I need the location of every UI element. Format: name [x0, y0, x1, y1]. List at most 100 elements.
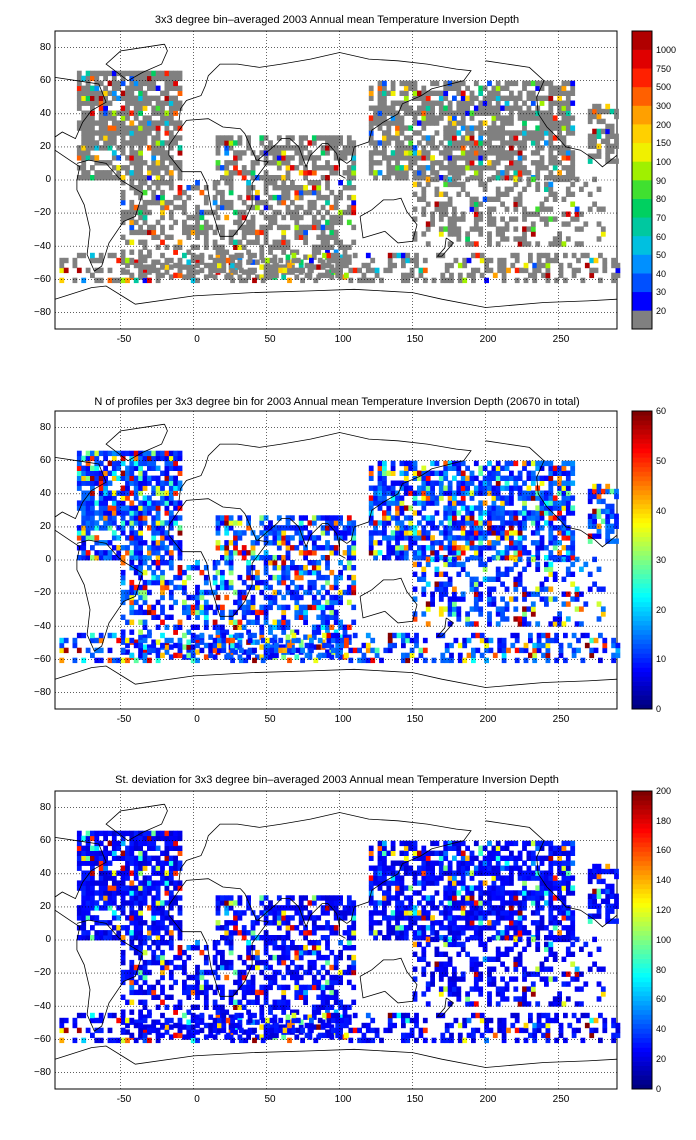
- data-cell: [285, 535, 291, 541]
- data-cell: [504, 170, 510, 176]
- data-cell: [111, 95, 117, 101]
- data-cell: [85, 120, 91, 126]
- data-cell: [471, 267, 476, 274]
- data-cell: [138, 455, 143, 462]
- data-cell: [561, 145, 567, 151]
- data-cell: [438, 470, 444, 476]
- data-cell: [523, 267, 529, 274]
- data-cell: [177, 455, 183, 462]
- data-cell: [478, 176, 484, 183]
- data-cell: [605, 528, 611, 534]
- data-cell: [276, 199, 282, 206]
- data-cell: [399, 100, 405, 106]
- data-cell: [107, 515, 113, 521]
- data-cell: [501, 262, 507, 269]
- data-cell: [129, 475, 135, 481]
- data-cell: [452, 226, 457, 232]
- data-cell: [395, 510, 400, 516]
- data-cell: [220, 515, 225, 521]
- data-cell: [548, 135, 554, 141]
- panel-2-colorbar-frame: [631, 410, 653, 710]
- data-cell: [307, 569, 313, 576]
- data-cell: [320, 244, 326, 250]
- data-cell: [241, 209, 247, 216]
- data-cell: [539, 160, 545, 166]
- data-cell: [311, 545, 317, 551]
- data-cell: [215, 540, 221, 546]
- data-cell: [263, 234, 269, 240]
- data-cell: [129, 652, 135, 659]
- data-cell: [303, 135, 308, 141]
- data-cell: [164, 150, 170, 156]
- data-cell: [530, 140, 536, 146]
- data-cell: [168, 589, 174, 596]
- panel-1-coastline: [54, 43, 618, 308]
- data-cell: [220, 234, 225, 240]
- data-cell: [228, 560, 234, 566]
- data-cell: [276, 644, 282, 650]
- data-cell: [487, 100, 492, 106]
- data-cell: [151, 455, 157, 462]
- data-cell: [285, 209, 291, 216]
- data-cell: [351, 579, 357, 586]
- data-cell: [443, 176, 449, 183]
- data-cell: [168, 160, 174, 166]
- data-cell: [565, 470, 571, 476]
- data-cell: [138, 490, 143, 496]
- data-cell: [208, 604, 214, 611]
- data-cell: [311, 185, 317, 191]
- data-cell: [133, 550, 139, 556]
- data-cell: [85, 115, 91, 121]
- data-cell: [390, 490, 396, 496]
- data-cell: [212, 565, 218, 571]
- data-cell: [94, 475, 100, 481]
- data-cell: [522, 145, 527, 151]
- data-cell: [504, 500, 510, 506]
- data-cell: [168, 515, 174, 521]
- data-cell: [177, 70, 183, 77]
- data-cell: [421, 135, 427, 141]
- data-cell: [155, 272, 161, 279]
- data-cell: [333, 629, 339, 635]
- data-cell: [311, 599, 317, 606]
- data-cell: [465, 95, 470, 101]
- data-cell: [103, 120, 108, 126]
- data-cell: [509, 470, 514, 476]
- data-cell: [596, 513, 602, 519]
- data-cell: [133, 565, 139, 571]
- data-cell: [120, 579, 126, 586]
- data-cell: [317, 272, 323, 279]
- data-cell: [107, 657, 113, 664]
- data-cell: [421, 576, 427, 582]
- data-cell: [81, 470, 87, 476]
- data-cell: [81, 540, 87, 546]
- data-cell: [326, 257, 332, 264]
- data-cell: [409, 637, 415, 644]
- data-cell: [237, 209, 243, 216]
- data-cell: [177, 637, 183, 644]
- data-cell: [438, 606, 444, 612]
- data-cell: [374, 272, 380, 279]
- data-cell: [460, 135, 466, 141]
- data-cell: [155, 135, 161, 141]
- data-cell: [177, 530, 183, 536]
- data-cell: [325, 234, 330, 240]
- data-cell: [532, 642, 538, 649]
- data-cell: [224, 135, 230, 141]
- data-cell: [138, 160, 143, 166]
- data-cell: [478, 545, 484, 551]
- data-cell: [565, 110, 571, 116]
- data-cell: [320, 545, 326, 551]
- data-cell: [290, 535, 295, 541]
- data-cell: [212, 637, 218, 644]
- data-cell: [500, 135, 505, 141]
- data-cell: [491, 110, 497, 116]
- data-cell: [456, 226, 462, 232]
- data-cell: [447, 460, 453, 467]
- data-cell: [76, 835, 82, 842]
- data-cell: [263, 654, 269, 660]
- data-cell: [535, 80, 541, 87]
- data-cell: [373, 170, 378, 176]
- data-cell: [195, 254, 200, 260]
- data-cell: [142, 160, 148, 166]
